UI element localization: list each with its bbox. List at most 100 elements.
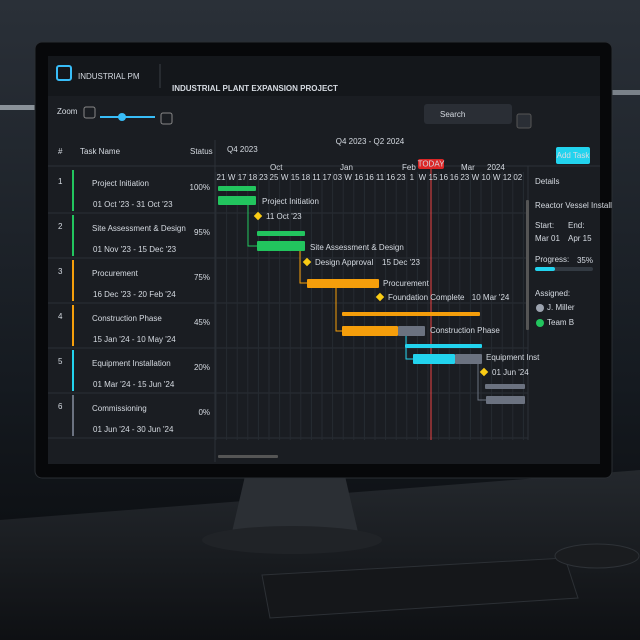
task-number: 3 <box>58 267 63 276</box>
week-label: 16 <box>450 173 459 182</box>
row-accent <box>72 350 74 391</box>
task-name: Commissioning <box>92 404 147 413</box>
month-label: Mar <box>461 163 475 172</box>
bar-label: Site Assessment & Design <box>310 243 404 252</box>
ceiling-light <box>600 90 640 95</box>
bar-label: Equipment Inst <box>486 353 540 362</box>
week-label: 21 <box>217 173 226 182</box>
end-value: Apr 15 <box>568 234 592 243</box>
dependency <box>247 205 257 247</box>
task-status: 95% <box>194 228 210 237</box>
week-label: 10 <box>482 173 491 182</box>
week-label: 17 <box>323 173 332 182</box>
month-label: Feb <box>402 163 416 172</box>
keyboard <box>261 557 579 619</box>
week-label: 23 <box>460 173 469 182</box>
add-task-button[interactable] <box>556 147 590 164</box>
monitor-stand <box>232 476 358 532</box>
week-label: 02 <box>513 173 522 182</box>
task-dates: 01 Jun '24 - 30 Jun '24 <box>93 425 174 434</box>
bar <box>342 326 398 336</box>
start-label: Start: <box>535 221 554 230</box>
zoom-in[interactable] <box>160 112 173 125</box>
bar-label: Construction Phase <box>430 326 500 335</box>
week-label: 16 <box>365 173 374 182</box>
row-accent <box>72 305 74 346</box>
task-status: 20% <box>194 363 210 372</box>
bar <box>307 279 379 288</box>
task-status: 0% <box>198 408 210 417</box>
dependency <box>299 251 307 284</box>
task-dates: 01 Nov '23 - 15 Dec '23 <box>93 245 177 254</box>
assigned-label: Assigned: <box>535 289 570 298</box>
app-header <box>48 56 600 96</box>
task-number: 5 <box>58 357 63 366</box>
task-name: Site Assessment & Design <box>92 224 186 233</box>
week-label: 18 <box>301 173 310 182</box>
task-name: Procurement <box>92 269 139 278</box>
week-label: 23 <box>397 173 406 182</box>
project-title: INDUSTRIAL PLANT EXPANSION PROJECT <box>172 84 338 93</box>
week-label: 1 <box>410 173 415 182</box>
dependency <box>477 364 486 401</box>
assignee: Team B <box>547 318 574 327</box>
week-label: 03 <box>333 173 342 182</box>
search-box[interactable] <box>424 104 512 124</box>
milestone-name: Design Approval <box>315 258 373 267</box>
column-header: Status <box>190 147 213 156</box>
avatar <box>536 304 544 312</box>
task-status: 100% <box>190 183 210 192</box>
week-label: 25 <box>270 173 279 182</box>
month-label: Oct <box>270 163 283 172</box>
progress-fill <box>535 267 555 271</box>
milestone <box>253 211 263 221</box>
brand: INDUSTRIAL PM <box>78 72 140 81</box>
milestone <box>375 292 385 302</box>
bar <box>413 354 455 364</box>
week-label: W <box>419 173 427 182</box>
milestone-date: 15 Dec '23 <box>382 258 421 267</box>
milestone-date: 11 Oct '23 <box>266 212 302 221</box>
task-status: 45% <box>194 318 210 327</box>
month-label: 2024 <box>487 163 505 172</box>
today-badge <box>418 159 444 169</box>
bar <box>218 186 256 191</box>
row-accent <box>72 260 74 301</box>
bar <box>257 231 305 236</box>
task-number: 6 <box>58 402 63 411</box>
task-status: 75% <box>194 273 210 282</box>
row-accent <box>72 170 74 211</box>
date-range: Q4 2023 - Q2 2024 <box>336 137 405 146</box>
dependency <box>405 336 413 360</box>
milestone-name: Foundation Complete <box>388 293 465 302</box>
week-label: 12 <box>503 173 512 182</box>
week-label: W <box>344 173 352 182</box>
zoom-handle[interactable] <box>118 113 126 121</box>
assignee: J. Miller <box>547 303 575 312</box>
column-header: Task Name <box>80 147 121 156</box>
bar <box>455 354 482 364</box>
week-label: 23 <box>259 173 268 182</box>
monitor-base <box>202 526 382 554</box>
milestone-date: 01 Jun '24 <box>492 368 529 377</box>
week-label: 15 <box>429 173 438 182</box>
details-heading: Details <box>535 177 559 186</box>
filter-button[interactable] <box>516 113 532 129</box>
task-dates: 15 Jan '24 - 10 May '24 <box>93 335 176 344</box>
week-label: W <box>281 173 289 182</box>
ceiling-light <box>0 105 40 110</box>
bar <box>405 344 482 348</box>
zoom-out[interactable] <box>83 106 96 119</box>
task-number: 1 <box>58 177 63 186</box>
week-label: 15 <box>291 173 300 182</box>
end-label: End: <box>568 221 584 230</box>
logo <box>56 65 72 81</box>
bar <box>486 396 525 404</box>
mouse <box>554 543 640 569</box>
scrollbar <box>218 455 278 458</box>
bar <box>485 384 525 389</box>
week-label: W <box>493 173 501 182</box>
task-name: Equipment Installation <box>92 359 171 368</box>
add-task-button[interactable]: Add Task <box>557 151 591 160</box>
